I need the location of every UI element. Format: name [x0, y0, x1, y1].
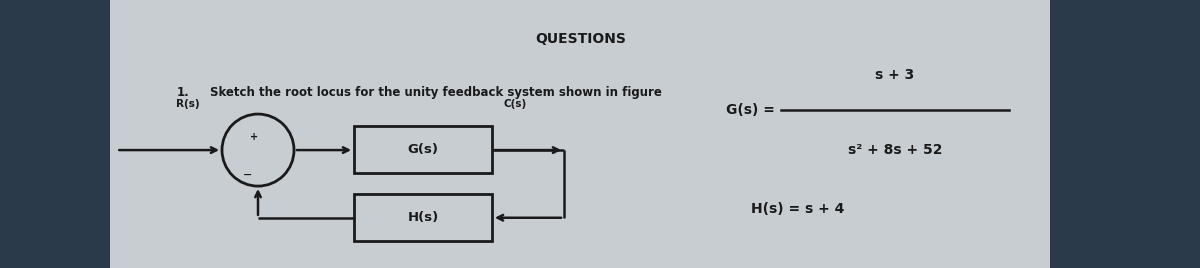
Text: s² + 8s + 52: s² + 8s + 52 [847, 143, 942, 157]
Text: s + 3: s + 3 [875, 68, 914, 82]
Text: G(s) =: G(s) = [726, 103, 775, 117]
Text: G(s): G(s) [408, 143, 438, 156]
Text: H(s): H(s) [407, 211, 439, 224]
Text: C(s): C(s) [504, 99, 527, 109]
Bar [110, 0, 1050, 268]
Bar [354, 126, 492, 173]
Text: −: − [242, 170, 252, 180]
Text: QUESTIONS: QUESTIONS [535, 32, 625, 46]
Text: 1.: 1. [176, 86, 190, 99]
Ellipse shape [222, 114, 294, 186]
Text: Sketch the root locus for the unity feedback system shown in figure: Sketch the root locus for the unity feed… [210, 86, 662, 99]
Bar [354, 194, 492, 241]
Text: +: + [251, 132, 258, 143]
Text: R(s): R(s) [176, 99, 200, 109]
Text: H(s) = s + 4: H(s) = s + 4 [751, 202, 845, 216]
